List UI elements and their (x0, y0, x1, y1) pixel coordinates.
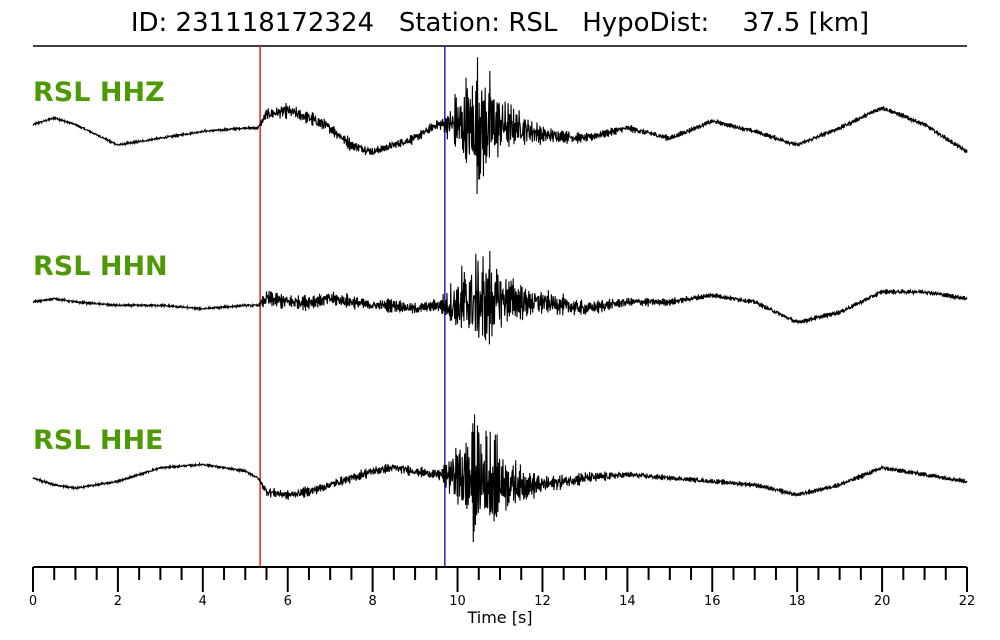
x-tick-label: 22 (959, 594, 976, 609)
x-tick-label: 8 (368, 594, 376, 609)
x-tick-label: 6 (284, 594, 292, 609)
hypodist-label: HypoDist: (582, 8, 710, 38)
chart-title: ID: 231118172324 Station: RSL HypoDist: … (0, 8, 1000, 38)
x-tick-label: 0 (29, 594, 37, 609)
station-label: Station: (398, 8, 501, 38)
station-code: RSL (508, 8, 558, 38)
x-tick-label: 16 (704, 594, 721, 609)
id-label: ID: (130, 8, 168, 38)
trace-labels: RSL HHZ RSL HHN RSL HHE (33, 77, 168, 456)
trace-rsl-hhz (32, 57, 968, 194)
x-tick-label: 2 (114, 594, 122, 609)
trace-label-rsl-hhz: RSL HHZ (33, 77, 165, 108)
x-axis-label: Time [s] (466, 608, 532, 627)
x-tick-label: 10 (449, 594, 466, 609)
x-tick-label: 18 (789, 594, 806, 609)
x-tick-label: 14 (619, 594, 636, 609)
hypodist-unit: [km] (808, 8, 870, 38)
time-axis: Time [s] 0 2 4 6 8 10 12 14 16 18 20 22 (29, 566, 976, 627)
hypodist-value: 37.5 (742, 8, 801, 38)
trace-rsl-hhe (32, 414, 968, 542)
trace-rsl-hhn (32, 250, 968, 345)
event-id: 231118172324 (175, 8, 375, 38)
trace-label-rsl-hhn: RSL HHN (33, 251, 168, 282)
waveform-traces (32, 57, 968, 542)
x-tick-label: 4 (199, 594, 207, 609)
trace-label-rsl-hhe: RSL HHE (33, 425, 163, 456)
phase-picks (259, 46, 446, 567)
x-tick-label: 20 (874, 594, 891, 609)
x-tick-label: 12 (534, 594, 551, 609)
